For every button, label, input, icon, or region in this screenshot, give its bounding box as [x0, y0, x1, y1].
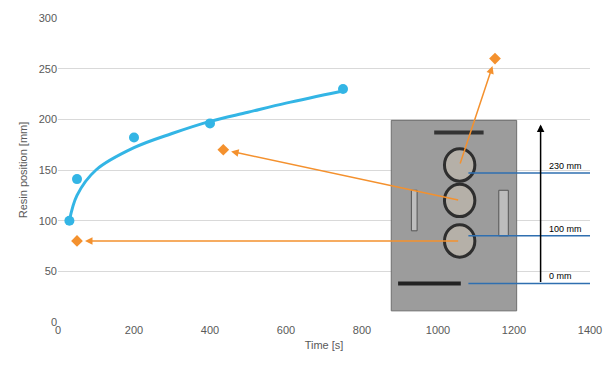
svg-text:1400: 1400: [578, 324, 602, 336]
svg-text:230 mm: 230 mm: [549, 161, 582, 171]
svg-text:150: 150: [39, 164, 57, 176]
svg-text:1200: 1200: [502, 324, 526, 336]
svg-text:0 mm: 0 mm: [549, 271, 572, 281]
svg-text:100: 100: [39, 215, 57, 227]
svg-text:0: 0: [51, 316, 57, 328]
svg-text:Resin position [mm]: Resin position [mm]: [17, 122, 29, 219]
svg-text:0: 0: [55, 324, 61, 336]
svg-text:400: 400: [201, 324, 219, 336]
svg-text:200: 200: [125, 324, 143, 336]
svg-text:250: 250: [39, 63, 57, 75]
svg-text:50: 50: [45, 265, 57, 277]
svg-text:200: 200: [39, 113, 57, 125]
svg-text:600: 600: [277, 324, 295, 336]
svg-text:100 mm: 100 mm: [549, 224, 582, 234]
svg-text:300: 300: [39, 12, 57, 24]
svg-text:Time [s]: Time [s]: [305, 339, 344, 351]
svg-text:800: 800: [353, 324, 371, 336]
svg-text:1000: 1000: [426, 324, 450, 336]
